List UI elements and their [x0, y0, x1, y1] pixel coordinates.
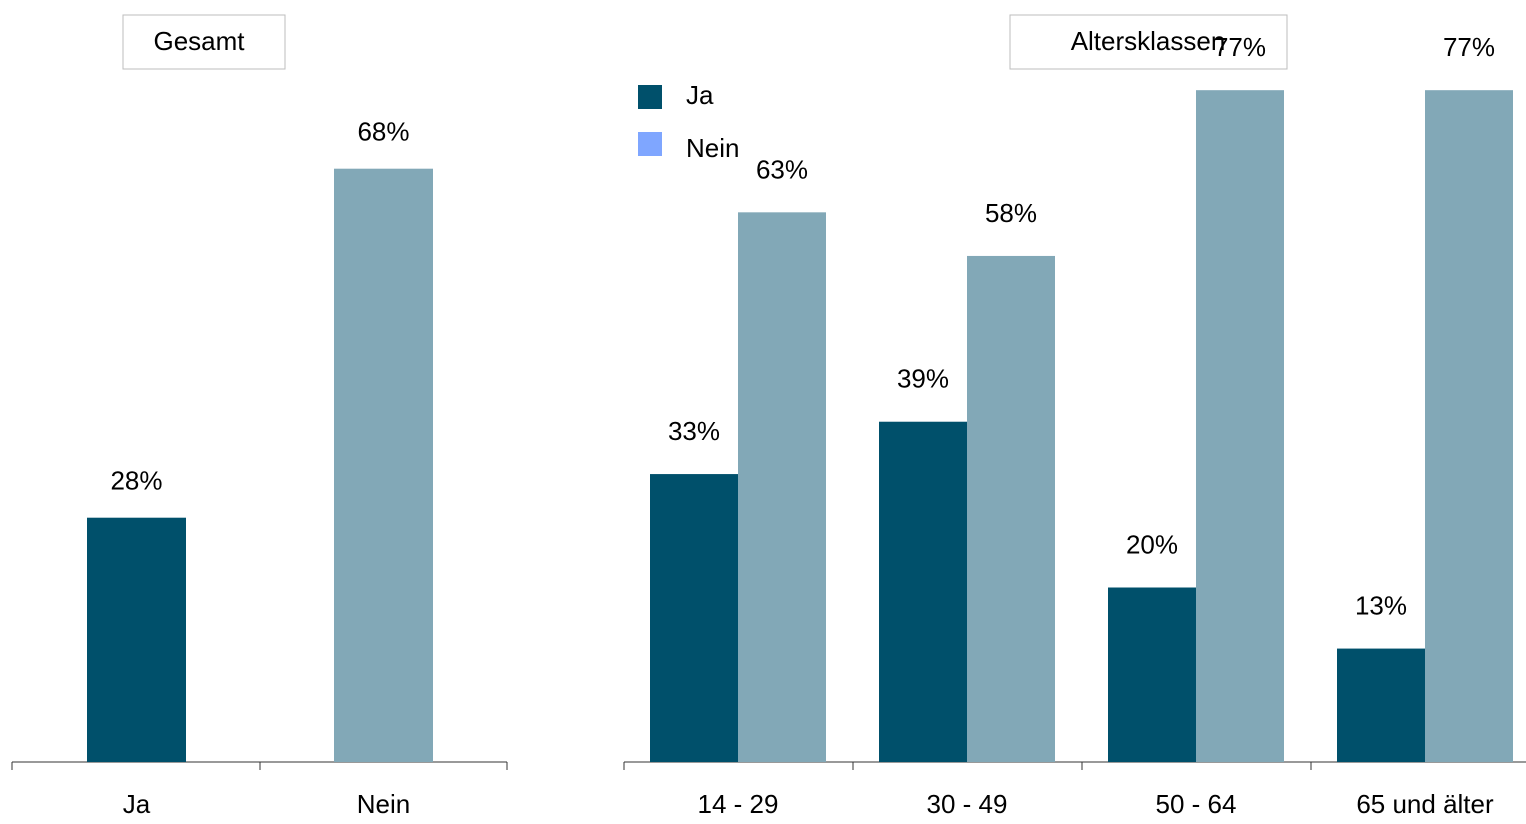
- gesamt-title-box: Gesamt: [122, 14, 286, 70]
- gesamt-bar-nein: [334, 168, 433, 762]
- altersklassen-data-label-ja-50-64: 20%: [1126, 530, 1178, 560]
- altersklassen-data-label-nein-14-29: 63%: [756, 154, 808, 184]
- altersklassen-bar-nein-65-und-lter: [1425, 90, 1513, 763]
- altersklassen-bar-ja-50-64: [1108, 587, 1196, 762]
- gesamt-bar-ja: [87, 517, 186, 762]
- gesamt-title-frame: [122, 14, 286, 70]
- altersklassen-chart: 33% 63% 14 - 29 39% 58% 30 - 49 20% 77% 50 - 64 1…: [623, 32, 1526, 819]
- altersklassen-bar-nein-50-64: [1196, 90, 1284, 763]
- altersklassen-category-label-14-29: 14 - 29: [698, 789, 779, 819]
- altersklassen-data-label-ja-14-29: 33%: [668, 416, 720, 446]
- altersklassen-bar-ja-14-29: [650, 474, 738, 762]
- altersklassen-bar-ja-30-49: [879, 421, 967, 762]
- altersklassen-data-label-ja-65-und-lter: 13%: [1355, 591, 1407, 621]
- altersklassen-data-label-ja-30-49: 39%: [897, 364, 949, 394]
- altersklassen-title-frame: [1009, 14, 1288, 70]
- altersklassen-data-label-nein-30-49: 58%: [985, 198, 1037, 228]
- gesamt-chart: 28% Ja 68% Nein: [11, 117, 508, 819]
- gesamt-title: Gesamt: [153, 26, 245, 56]
- altersklassen-data-label-nein-50-64: 77%: [1214, 32, 1266, 62]
- altersklassen-category-label-65-und-lter: 65 und älter: [1356, 789, 1494, 819]
- altersklassen-bar-nein-30-49: [967, 255, 1055, 762]
- legend-swatch-ja: [638, 85, 662, 109]
- gesamt-data-label-ja: 28%: [110, 466, 162, 496]
- altersklassen-data-label-nein-65-und-lter: 77%: [1443, 32, 1495, 62]
- legend: Ja Nein: [638, 80, 739, 163]
- altersklassen-bar-ja-65-und-lter: [1337, 648, 1425, 762]
- gesamt-category-label-ja: Ja: [123, 789, 151, 819]
- gesamt-category-label-nein: Nein: [357, 789, 410, 819]
- legend-label-nein: Nein: [686, 133, 739, 163]
- legend-swatch-nein: [638, 132, 662, 156]
- altersklassen-title-box: Altersklassen: [1009, 14, 1288, 70]
- legend-label-ja: Ja: [686, 80, 714, 110]
- altersklassen-category-label-30-49: 30 - 49: [927, 789, 1008, 819]
- altersklassen-category-label-50-64: 50 - 64: [1156, 789, 1237, 819]
- altersklassen-title: Altersklassen: [1071, 26, 1226, 56]
- gesamt-data-label-nein: 68%: [357, 117, 409, 147]
- altersklassen-bar-nein-14-29: [738, 212, 826, 762]
